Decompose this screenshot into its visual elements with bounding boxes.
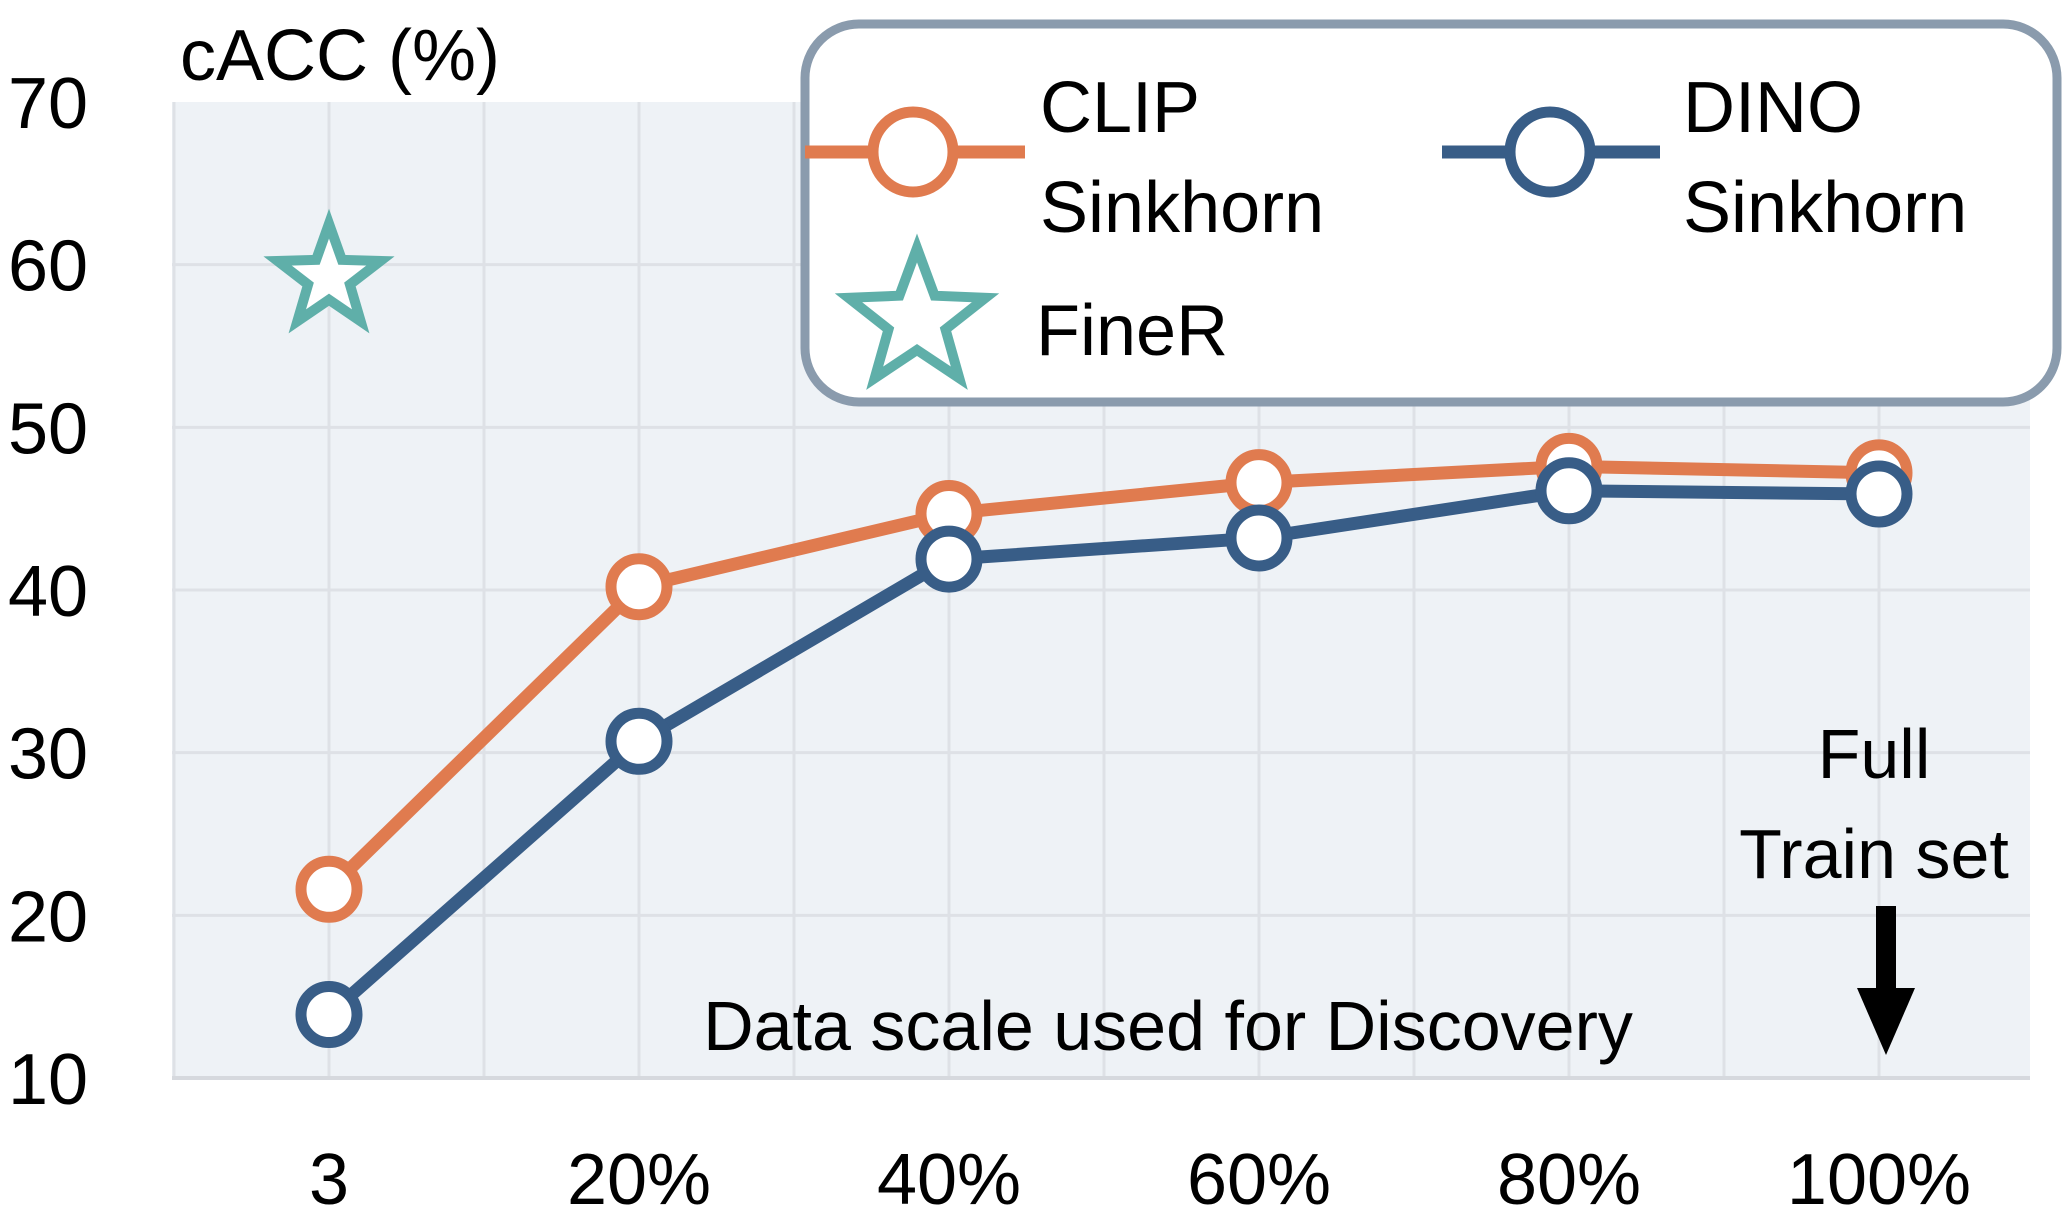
y-axis-label: cACC (%) (180, 16, 500, 96)
data-point (1225, 449, 1293, 517)
legend-star-marker (834, 233, 1000, 390)
data-point (915, 525, 983, 593)
x-tick-label: 20% (567, 1140, 711, 1220)
data-point (1225, 504, 1293, 572)
y-tick-label: 40 (8, 552, 88, 632)
legend-label: Sinkhorn (1683, 168, 1967, 248)
x-tick-label: 3 (309, 1140, 349, 1220)
y-tick-label: 10 (8, 1040, 88, 1120)
x-tick-label: 60% (1187, 1140, 1331, 1220)
data-point (295, 981, 363, 1049)
data-scale-annotation: Data scale used for Discovery (703, 987, 1633, 1065)
full-train-annotation-line2: Train set (1739, 815, 2009, 893)
data-point (1845, 460, 1913, 528)
data-point (295, 855, 363, 923)
x-tick-label: 40% (877, 1140, 1021, 1220)
x-tick-labels: 3 20% 40% 60% 80% 100% (309, 1140, 1971, 1220)
legend-label: DINO (1683, 68, 1863, 148)
arrow-shaft (1876, 906, 1896, 990)
finer-point (263, 208, 395, 334)
arrow-head (1857, 988, 1915, 1055)
y-tick-label: 30 (8, 715, 88, 795)
legend-label: FineR (1036, 291, 1228, 371)
legend-box (800, 19, 2062, 407)
series-group (263, 208, 1913, 1049)
y-tick-label: 50 (8, 389, 88, 469)
legend-label: CLIP (1040, 68, 1200, 148)
y-tick-label: 20 (8, 877, 88, 957)
x-tick-label: 80% (1497, 1140, 1641, 1220)
legend: CLIP Sinkhorn DINO Sinkhorn FineR (800, 19, 2062, 407)
y-tick-label: 70 (8, 64, 88, 144)
data-point (605, 553, 673, 621)
y-tick-labels: 10 20 30 40 50 60 70 (8, 64, 88, 1120)
legend-marker (867, 106, 959, 198)
data-point (605, 707, 673, 775)
legend-marker (1504, 106, 1596, 198)
full-train-annotation-line1: Full (1818, 715, 1931, 793)
y-tick-label: 60 (8, 227, 88, 307)
data-point (1535, 457, 1603, 525)
series-line (324, 484, 1880, 1020)
down-arrow-icon (1857, 906, 1915, 1055)
series-line (324, 459, 1880, 894)
annotations: Data scale used for Discovery Full Train… (703, 715, 2009, 1065)
x-tick-label: 100% (1787, 1140, 1971, 1220)
legend-label: Sinkhorn (1040, 168, 1324, 248)
